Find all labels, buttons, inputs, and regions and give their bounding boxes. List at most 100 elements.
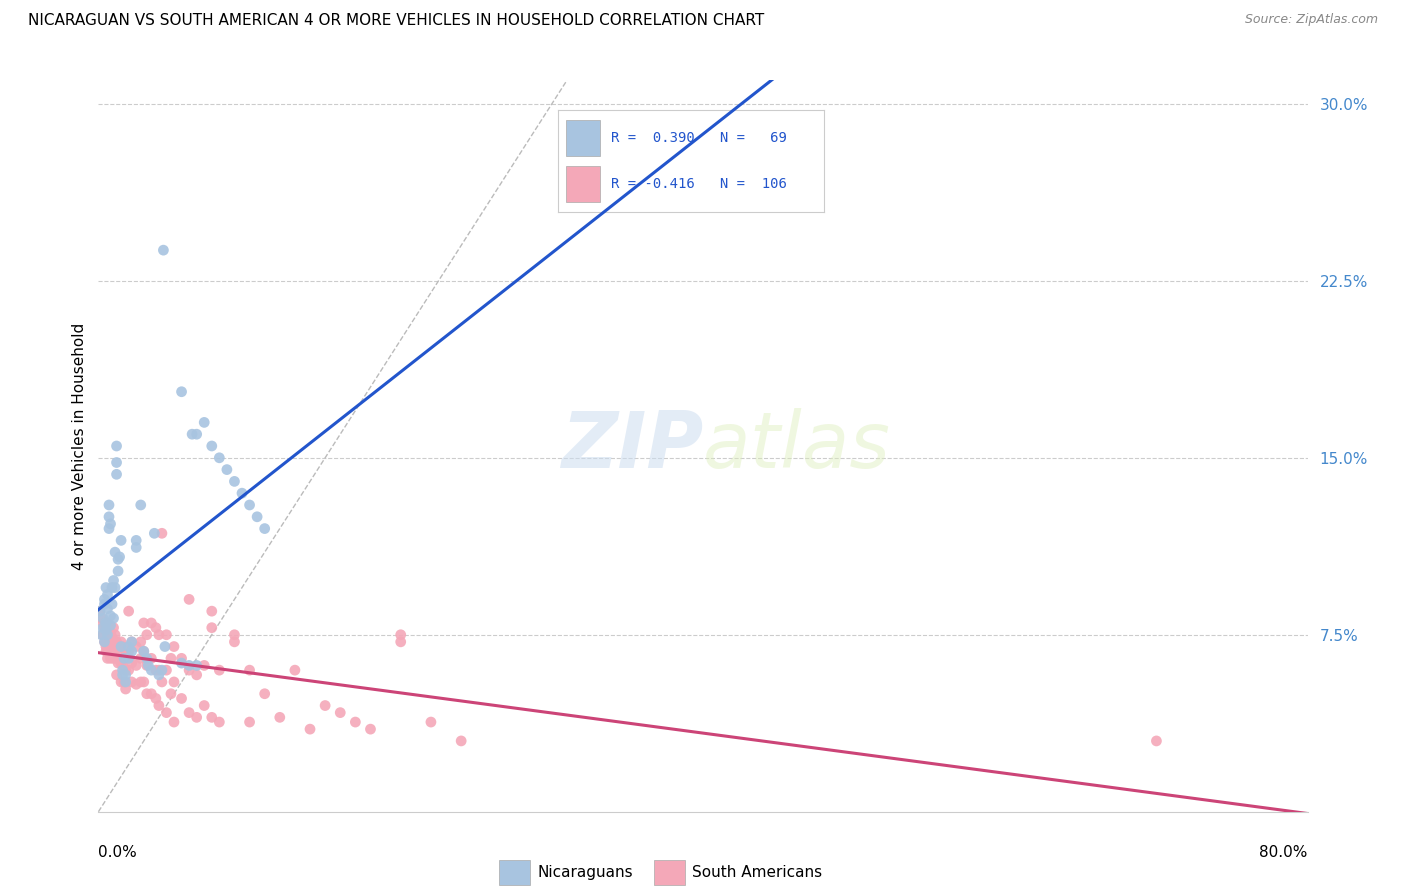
Point xyxy=(98,621,121,635)
Point xyxy=(145,663,167,677)
Point xyxy=(112,651,135,665)
Point xyxy=(96,628,118,642)
Point xyxy=(208,714,231,729)
Point xyxy=(163,714,186,729)
Point xyxy=(299,722,322,736)
Point xyxy=(110,640,132,654)
Point xyxy=(129,498,152,512)
Point xyxy=(114,644,136,658)
Text: 80.0%: 80.0% xyxy=(1260,845,1308,860)
Point xyxy=(269,710,291,724)
Point xyxy=(93,597,115,611)
Point xyxy=(125,541,148,555)
Point xyxy=(224,475,246,489)
Point xyxy=(135,628,157,642)
Point xyxy=(224,635,246,649)
Point xyxy=(177,658,201,673)
Point xyxy=(181,427,204,442)
Point xyxy=(163,675,186,690)
Point xyxy=(98,522,121,536)
Point xyxy=(94,640,117,654)
Point xyxy=(94,625,117,640)
Point xyxy=(239,714,262,729)
Point xyxy=(103,574,125,588)
Point xyxy=(110,533,132,548)
Point xyxy=(186,668,208,682)
Point xyxy=(104,628,127,642)
Point xyxy=(145,691,167,706)
Point xyxy=(89,604,111,618)
Point xyxy=(132,615,155,630)
Point xyxy=(329,706,352,720)
Point xyxy=(111,640,134,654)
Point xyxy=(163,640,186,654)
Point xyxy=(389,635,412,649)
Point xyxy=(91,611,114,625)
Point xyxy=(98,509,121,524)
Point xyxy=(201,604,224,618)
Point xyxy=(193,658,215,673)
Point xyxy=(153,640,176,654)
Point xyxy=(239,663,262,677)
Point xyxy=(150,526,173,541)
Point xyxy=(389,628,412,642)
Point xyxy=(141,615,163,630)
Point xyxy=(141,651,163,665)
Point xyxy=(91,621,114,635)
Point xyxy=(108,549,131,564)
Point xyxy=(103,611,125,625)
Point xyxy=(135,658,157,673)
Point xyxy=(114,663,136,677)
Point xyxy=(193,416,215,430)
Point xyxy=(170,651,193,665)
Point xyxy=(111,668,134,682)
Point xyxy=(143,526,166,541)
Point xyxy=(125,658,148,673)
Point xyxy=(107,552,129,566)
Point xyxy=(111,663,134,677)
Point xyxy=(125,640,148,654)
Point xyxy=(170,691,193,706)
Point xyxy=(91,628,114,642)
Point xyxy=(246,509,269,524)
Text: atlas: atlas xyxy=(703,408,891,484)
Point xyxy=(93,621,115,635)
Point xyxy=(100,618,122,632)
Point xyxy=(253,687,276,701)
Point xyxy=(93,592,115,607)
Point xyxy=(121,675,143,690)
Point xyxy=(100,516,122,531)
Point xyxy=(150,663,173,677)
Point xyxy=(90,611,112,625)
Point xyxy=(160,651,183,665)
Point xyxy=(141,687,163,701)
Point xyxy=(170,384,193,399)
Text: NICARAGUAN VS SOUTH AMERICAN 4 OR MORE VEHICLES IN HOUSEHOLD CORRELATION CHART: NICARAGUAN VS SOUTH AMERICAN 4 OR MORE V… xyxy=(28,13,765,29)
Point xyxy=(96,615,118,630)
Point xyxy=(105,467,128,482)
Point xyxy=(129,651,152,665)
Point xyxy=(118,604,141,618)
Point xyxy=(155,663,177,677)
Point xyxy=(152,243,174,257)
Point xyxy=(96,602,118,616)
Point xyxy=(148,628,170,642)
Point xyxy=(155,706,177,720)
Point xyxy=(253,522,276,536)
Point xyxy=(314,698,336,713)
Point xyxy=(132,644,155,658)
Point xyxy=(107,564,129,578)
Point xyxy=(148,663,170,677)
Point xyxy=(186,427,208,442)
Point xyxy=(121,635,143,649)
Point xyxy=(105,635,128,649)
Point xyxy=(121,644,143,658)
Point xyxy=(89,604,111,618)
Point xyxy=(186,658,208,673)
Point xyxy=(177,663,201,677)
Point xyxy=(135,687,157,701)
Point xyxy=(1144,734,1167,748)
Point xyxy=(450,734,472,748)
Point xyxy=(110,656,132,670)
Point xyxy=(160,687,183,701)
